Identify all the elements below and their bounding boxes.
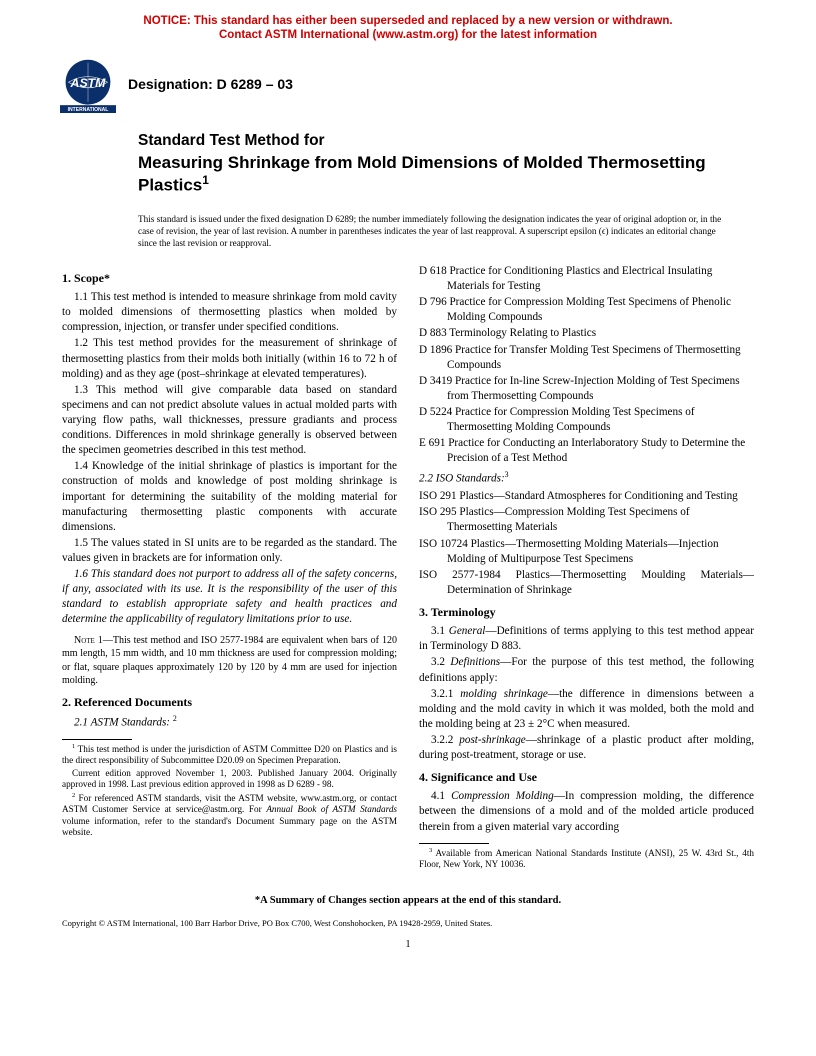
footnote-3: 3 Available from American National Stand… — [419, 847, 754, 871]
title-main: Measuring Shrinkage from Mold Dimensions… — [138, 153, 756, 196]
footnote-2: 2 For referenced ASTM standards, visit t… — [62, 792, 397, 839]
ref-d1896: D 1896 Practice for Transfer Molding Tes… — [419, 343, 754, 373]
scope-1-5: 1.5 The values stated in SI units are to… — [62, 536, 397, 566]
term-3-2-2: 3.2.2 post-shrinkage—shrinkage of a plas… — [419, 733, 754, 763]
term-3-2-1: 3.2.1 molding shrinkage—the difference i… — [419, 687, 754, 732]
refdocs-heading: 2. Referenced Documents — [62, 694, 397, 710]
supersession-notice: NOTICE: This standard has either been su… — [0, 0, 816, 49]
notice-line1: NOTICE: This standard has either been su… — [143, 15, 672, 27]
title-block: Standard Test Method for Measuring Shrin… — [0, 121, 816, 202]
title-lead: Standard Test Method for — [138, 131, 756, 152]
astm-logo: ASTM INTERNATIONAL — [60, 57, 116, 113]
footnote-1b: Current edition approved November 1, 200… — [62, 768, 397, 791]
scope-1-2: 1.2 This test method provides for the me… — [62, 336, 397, 381]
body-columns: 1. Scope* 1.1 This test method is intend… — [0, 264, 816, 872]
ref-e691: E 691 Practice for Conducting an Interla… — [419, 436, 754, 466]
ref-d3419: D 3419 Practice for In-line Screw-Inject… — [419, 374, 754, 404]
term-3-1: 3.1 General—Definitions of terms applyin… — [419, 624, 754, 654]
iso-standards-head: 2.2 ISO Standards:3 — [419, 470, 754, 487]
ref-d883: D 883 Terminology Relating to Plastics — [419, 326, 754, 341]
copyright: Copyright © ASTM International, 100 Barr… — [0, 916, 816, 929]
ref-iso295: ISO 295 Plastics—Compression Molding Tes… — [419, 505, 754, 535]
term-3-2: 3.2 Definitions—For the purpose of this … — [419, 655, 754, 685]
footnote-1: 1 This test method is under the jurisdic… — [62, 743, 397, 767]
issuance-note: This standard is issued under the fixed … — [0, 202, 816, 264]
ref-iso10724: ISO 10724 Plastics—Thermosetting Molding… — [419, 537, 754, 567]
notice-line2: Contact ASTM International (www.astm.org… — [219, 29, 597, 41]
left-column: 1. Scope* 1.1 This test method is intend… — [62, 264, 397, 872]
page-number: 1 — [0, 938, 816, 952]
ref-iso291: ISO 291 Plastics—Standard Atmospheres fo… — [419, 489, 754, 504]
ref-d618: D 618 Practice for Conditioning Plastics… — [419, 264, 754, 294]
header: ASTM INTERNATIONAL Designation: D 6289 –… — [0, 49, 816, 113]
note-1: Note 1—This test method and ISO 2577-198… — [62, 634, 397, 688]
significance-heading: 4. Significance and Use — [419, 769, 754, 785]
designation: Designation: D 6289 – 03 — [128, 75, 293, 94]
scope-heading: 1. Scope* — [62, 270, 397, 286]
scope-1-1: 1.1 This test method is intended to meas… — [62, 290, 397, 335]
right-column: D 618 Practice for Conditioning Plastics… — [419, 264, 754, 872]
ref-d5224: D 5224 Practice for Compression Molding … — [419, 405, 754, 435]
ref-iso2577: ISO 2577-1984 Plastics—Thermosetting Mou… — [419, 568, 754, 598]
svg-text:INTERNATIONAL: INTERNATIONAL — [68, 107, 109, 113]
sig-4-1: 4.1 Compression Molding—In compression m… — [419, 789, 754, 834]
scope-1-3: 1.3 This method will give comparable dat… — [62, 383, 397, 459]
scope-1-4: 1.4 Knowledge of the initial shrinkage o… — [62, 459, 397, 535]
scope-1-6: 1.6 This standard does not purport to ad… — [62, 567, 397, 627]
astm-standards-head: 2.1 ASTM Standards: 2 — [62, 714, 397, 731]
footnote-rule — [62, 739, 132, 740]
terminology-heading: 3. Terminology — [419, 604, 754, 620]
footnote-rule-right — [419, 843, 489, 844]
ref-d796: D 796 Practice for Compression Molding T… — [419, 295, 754, 325]
summary-changes-note: *A Summary of Changes section appears at… — [0, 894, 816, 908]
